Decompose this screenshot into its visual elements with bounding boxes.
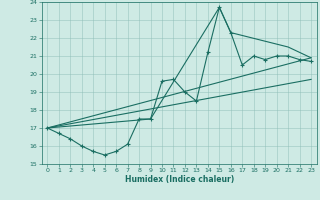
X-axis label: Humidex (Indice chaleur): Humidex (Indice chaleur) [124,175,234,184]
